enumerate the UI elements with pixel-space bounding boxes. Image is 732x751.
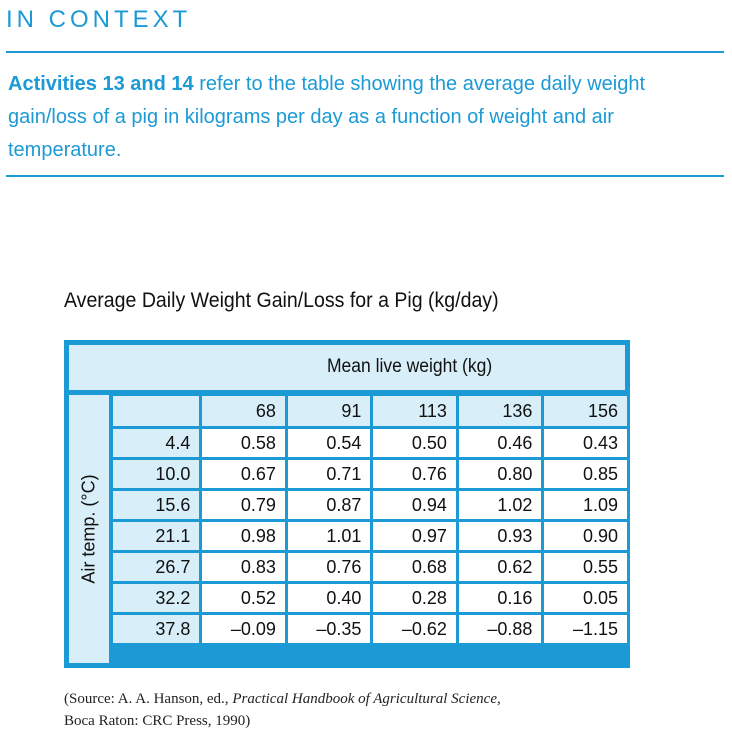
value-cell: 0.71 — [287, 460, 371, 488]
value-cell: 0.76 — [373, 460, 456, 488]
top-divider — [6, 51, 724, 53]
values-grid: 68 91 113 136 156 4.4 0.58 0.54 0.50 0.46 0.43 10.0… — [110, 393, 630, 646]
table-title: Average Daily Weight Gain/Loss for a Pig… — [64, 289, 499, 312]
temperature-cell: 21.1 — [113, 522, 200, 550]
value-cell: 0.50 — [373, 429, 456, 457]
value-cell: –0.88 — [458, 615, 542, 643]
source-prefix: (Source: A. A. Hanson, ed., — [64, 691, 233, 707]
intro-paragraph: Activities 13 and 14 refer to the table … — [8, 68, 708, 167]
table-row: 15.6 0.79 0.87 0.94 1.02 1.09 — [113, 491, 627, 519]
temperature-cell: 15.6 — [113, 491, 200, 519]
corner-cell — [113, 396, 200, 426]
temperature-cell: 32.2 — [113, 584, 200, 612]
source-book-title: Practical Handbook of Agricultural Scien… — [232, 691, 497, 707]
value-cell: 0.16 — [458, 584, 542, 612]
value-cell: –0.35 — [287, 615, 371, 643]
value-cell: 0.85 — [544, 460, 627, 488]
value-cell: 0.28 — [373, 584, 456, 612]
value-cell: 1.02 — [458, 491, 542, 519]
table-row: 21.1 0.98 1.01 0.97 0.93 0.90 — [113, 522, 627, 550]
value-cell: 0.67 — [202, 460, 285, 488]
column-group-header: Mean live weight (kg) — [69, 345, 625, 390]
value-cell: 1.09 — [544, 491, 627, 519]
value-cell: 0.52 — [202, 584, 285, 612]
value-cell: 0.54 — [287, 429, 371, 457]
weight-header-cell: 91 — [287, 396, 371, 426]
value-cell: 0.40 — [287, 584, 371, 612]
value-cell: 0.83 — [202, 553, 285, 581]
table-row: 10.0 0.67 0.71 0.76 0.80 0.85 — [113, 460, 627, 488]
value-cell: 0.55 — [544, 553, 627, 581]
data-table: Mean live weight (kg) Air temp. (°C) 68 9… — [64, 340, 630, 668]
value-cell: 0.58 — [202, 429, 285, 457]
table-row: 4.4 0.58 0.54 0.50 0.46 0.43 — [113, 429, 627, 457]
value-cell: 0.93 — [458, 522, 542, 550]
temperature-cell: 37.8 — [113, 615, 200, 643]
value-cell: 0.87 — [287, 491, 371, 519]
bottom-divider — [6, 175, 724, 177]
value-cell: 0.97 — [373, 522, 456, 550]
value-cell: 0.05 — [544, 584, 627, 612]
section-heading: IN CONTEXT — [6, 6, 192, 33]
column-group-label: Mean live weight (kg) — [327, 356, 493, 377]
intro-bold-lead: Activities 13 and 14 — [8, 73, 194, 95]
value-cell: 0.80 — [458, 460, 542, 488]
value-cell: 0.43 — [544, 429, 627, 457]
value-cell: 0.46 — [458, 429, 542, 457]
value-cell: –0.09 — [202, 615, 285, 643]
row-group-label: Air temp. (°C) — [78, 474, 99, 584]
value-cell: –0.62 — [373, 615, 456, 643]
value-cell: 0.76 — [287, 553, 371, 581]
value-cell: –1.15 — [544, 615, 627, 643]
source-line2: Boca Raton: CRC Press, 1990) — [64, 713, 251, 729]
source-citation: (Source: A. A. Hanson, ed., Practical Ha… — [64, 688, 704, 732]
row-group-header: Air temp. (°C) — [69, 395, 109, 663]
weight-header-cell: 136 — [458, 396, 542, 426]
intro-text: refer to the table showing the average d… — [8, 73, 646, 161]
value-cell: 0.90 — [544, 522, 627, 550]
value-cell: 0.94 — [373, 491, 456, 519]
source-suffix: , — [496, 691, 501, 707]
table-row: 37.8 –0.09 –0.35 –0.62 –0.88 –1.15 — [113, 615, 627, 643]
weight-header-cell: 156 — [544, 396, 627, 426]
temperature-cell: 4.4 — [113, 429, 200, 457]
value-cell: 0.79 — [202, 491, 285, 519]
weight-header-cell: 113 — [373, 396, 456, 426]
table-row: 26.7 0.83 0.76 0.68 0.62 0.55 — [113, 553, 627, 581]
temperature-cell: 26.7 — [113, 553, 200, 581]
value-cell: 0.68 — [373, 553, 456, 581]
value-cell: 0.62 — [458, 553, 542, 581]
weight-header-row: 68 91 113 136 156 — [113, 396, 627, 426]
value-cell: 1.01 — [287, 522, 371, 550]
value-cell: 0.98 — [202, 522, 285, 550]
table-row: 32.2 0.52 0.40 0.28 0.16 0.05 — [113, 584, 627, 612]
weight-header-cell: 68 — [202, 396, 285, 426]
temperature-cell: 10.0 — [113, 460, 200, 488]
